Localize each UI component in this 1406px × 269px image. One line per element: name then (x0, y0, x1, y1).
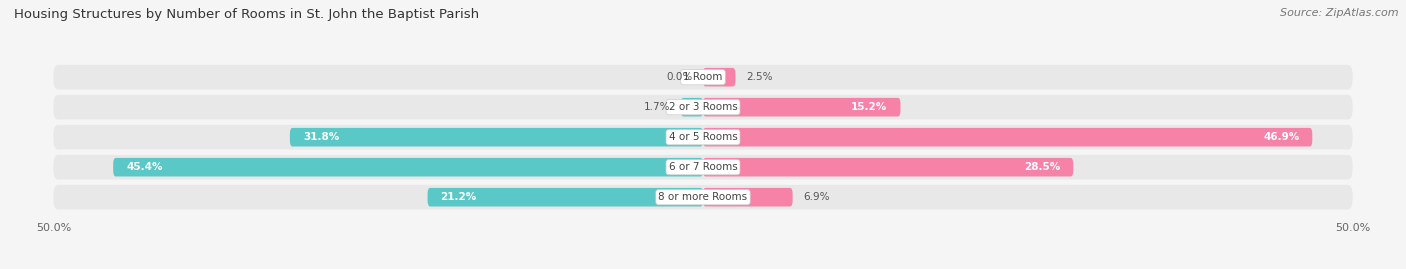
FancyBboxPatch shape (114, 158, 703, 176)
Text: Housing Structures by Number of Rooms in St. John the Baptist Parish: Housing Structures by Number of Rooms in… (14, 8, 479, 21)
FancyBboxPatch shape (53, 65, 1353, 90)
FancyBboxPatch shape (703, 98, 900, 116)
Text: 45.4%: 45.4% (127, 162, 163, 172)
FancyBboxPatch shape (703, 158, 1073, 176)
FancyBboxPatch shape (53, 125, 1353, 150)
FancyBboxPatch shape (53, 95, 1353, 119)
FancyBboxPatch shape (703, 188, 793, 207)
Text: 2.5%: 2.5% (745, 72, 772, 82)
Text: 28.5%: 28.5% (1024, 162, 1060, 172)
Text: 46.9%: 46.9% (1263, 132, 1299, 142)
Text: 8 or more Rooms: 8 or more Rooms (658, 192, 748, 202)
Text: 21.2%: 21.2% (440, 192, 477, 202)
FancyBboxPatch shape (290, 128, 703, 147)
FancyBboxPatch shape (681, 98, 703, 116)
FancyBboxPatch shape (427, 188, 703, 207)
FancyBboxPatch shape (53, 185, 1353, 210)
Text: 1 Room: 1 Room (683, 72, 723, 82)
FancyBboxPatch shape (703, 68, 735, 87)
Text: 2 or 3 Rooms: 2 or 3 Rooms (669, 102, 737, 112)
Text: 0.0%: 0.0% (666, 72, 693, 82)
Text: 1.7%: 1.7% (644, 102, 671, 112)
FancyBboxPatch shape (703, 128, 1312, 147)
Text: Source: ZipAtlas.com: Source: ZipAtlas.com (1281, 8, 1399, 18)
Text: 4 or 5 Rooms: 4 or 5 Rooms (669, 132, 737, 142)
FancyBboxPatch shape (53, 155, 1353, 179)
Text: 31.8%: 31.8% (302, 132, 339, 142)
Text: 6.9%: 6.9% (803, 192, 830, 202)
Text: 15.2%: 15.2% (851, 102, 887, 112)
Text: 6 or 7 Rooms: 6 or 7 Rooms (669, 162, 737, 172)
